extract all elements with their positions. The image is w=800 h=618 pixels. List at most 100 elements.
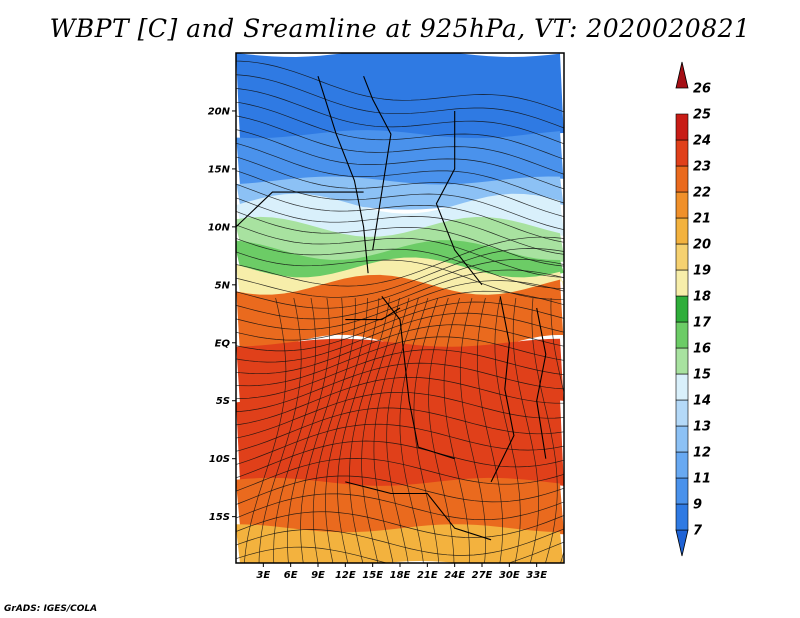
streamlines [236,60,564,563]
streamline [312,297,356,563]
streamline [531,297,558,563]
colorbar-label: 21 [693,212,711,227]
streamline [236,251,564,300]
streamline [236,129,564,190]
field-band [236,130,564,187]
streamline [236,236,564,287]
country-border [317,76,369,274]
lat-tick-label: 10S [209,454,230,465]
country-border [345,307,401,321]
field-band [236,396,564,488]
streamline [236,115,564,175]
country-borders [236,75,547,541]
colorbar-cell [675,165,689,193]
country-border [435,111,483,286]
streamline [443,297,470,563]
grads-credit: GrADS: IGES/COLA [4,604,98,614]
streamline [236,269,564,320]
lat-tick-label: 5S [216,396,230,407]
country-border [536,307,547,459]
lon-tick-label: 21E [417,570,438,581]
lon-tick-label: 30E [499,570,520,581]
streamline [236,170,564,231]
colorbar-cell [675,477,689,505]
colorbar-label: 13 [693,420,711,435]
streamline [236,74,564,129]
streamline [236,197,564,255]
streamline [236,156,564,217]
lon-tick-label: 6E [284,570,298,581]
map-title: WBPT [C] and Sreamline at 925hPa, VT: 20… [49,14,751,43]
colorbar-cell [675,217,689,245]
colorbar-cell [675,399,689,427]
country-border [490,296,515,483]
colorbar-label: 15 [693,368,711,383]
streamline [300,297,344,563]
colorbar-label: 18 [693,290,711,305]
streamline [337,297,380,563]
colorbar-label: 7 [693,524,703,539]
field-band [236,216,564,263]
streamline [399,297,429,563]
streamline [236,224,564,278]
streamline [550,297,564,563]
streamline [494,297,521,563]
colorbar-cell [675,269,689,297]
field-band [236,477,564,535]
lon-tick-label: 3E [256,570,270,581]
streamline [236,458,564,492]
lon-tick-label: 24E [444,570,465,581]
streamline [273,297,317,563]
colorbar-label: 19 [693,264,711,279]
lat-tick-label: 10N [208,222,231,233]
lon-tick-label: 12E [335,570,356,581]
streamline [236,238,564,289]
country-border [363,75,392,251]
lat-tick-label: EQ [215,338,231,349]
streamline [349,297,390,563]
streamline [236,511,564,538]
colorbar-label: 16 [693,342,711,357]
lat-tick-label: 15S [209,512,230,523]
streamline [236,290,564,341]
colorbar-label: 24 [693,134,711,149]
colorbar-cell [675,321,689,349]
streamline [236,258,564,309]
streamline [512,297,539,563]
streamline [236,440,564,479]
colorbar-cell [675,113,689,141]
streamline [236,362,564,413]
streamline [236,280,564,330]
streamline [236,88,564,145]
colorbar-label: 25 [693,108,711,123]
latitude-axis: 20N 15N 10N 5N EQ 5S 10S 15S [208,106,236,523]
streamline [459,297,487,563]
streamline [236,101,564,160]
colorbar-cell [675,451,689,479]
colorbar: 7 9 11 12 13 14 15 16 17 18 19 20 21 22 23 24 25 26 [675,61,712,557]
streamline [361,297,400,563]
streamline [236,391,564,439]
streamline [287,297,330,563]
streamline [236,142,564,204]
field-band [236,274,564,355]
colorbar-cell [675,425,689,453]
colorbar-label: 14 [693,394,711,409]
lon-tick-label: 33E [526,570,547,581]
streamline [386,297,419,563]
colorbar-label: 26 [693,82,711,97]
streamline [236,183,564,243]
colorbar-cell [675,503,689,531]
country-border [236,191,364,228]
streamline [236,528,564,556]
longitude-axis: 3E 6E 9E 12E 15E 18E 21E 24E 27E 30E 33E [256,563,547,581]
streamline [476,297,503,563]
lon-tick-label: 9E [311,570,325,581]
streamline [236,349,564,399]
country-border [345,481,492,541]
field-band [236,524,564,563]
streamline [373,297,410,563]
streamline [236,541,564,563]
streamline [236,336,564,387]
colorbar-cell [675,139,689,167]
